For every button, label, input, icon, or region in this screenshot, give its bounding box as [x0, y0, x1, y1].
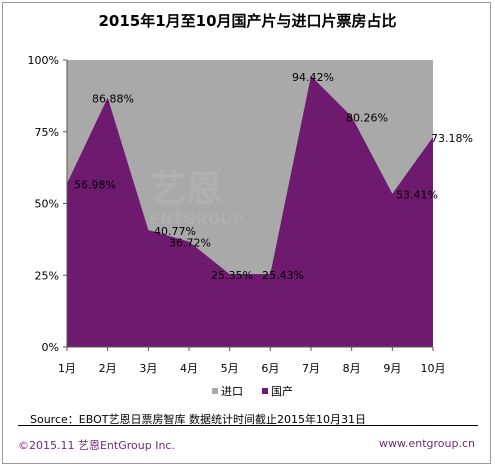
data-label: 94.42%	[292, 71, 334, 84]
x-tick-label: 8月	[343, 362, 361, 375]
legend-swatch	[212, 388, 218, 394]
data-label: 40.77%	[154, 225, 196, 238]
footer-copyright: ©2015.11 艺恩EntGroup Inc.	[18, 439, 175, 452]
x-axis: 1月 2月 3月 4月 5月 6月 7月 8月 9月 10月	[58, 346, 446, 375]
data-label: 36.72%	[169, 237, 211, 250]
x-tick-label: 10月	[421, 362, 446, 375]
divider	[18, 425, 478, 426]
data-labels: 56.98% 86.88% 40.77%36.72% 25.35% 25.43% 94.4…	[74, 71, 473, 282]
y-tick-label: 100%	[28, 54, 59, 67]
legend-swatch	[262, 388, 268, 394]
y-tick-label: 25%	[35, 269, 59, 282]
data-label: 80.26%	[346, 112, 388, 125]
x-tick-label: 6月	[261, 362, 279, 375]
data-label: 56.98%	[74, 178, 116, 191]
y-axis: 0% 25% 50% 75% 100%	[28, 54, 68, 354]
footer-url: www.entgroup.cn	[379, 437, 475, 450]
source-note: Source：EBOT艺恩日票房智库 数据统计时间截止2015年10月31日	[30, 413, 366, 426]
x-tick-label: 5月	[221, 362, 239, 375]
legend-label: 进口	[221, 385, 243, 398]
plot-area	[67, 60, 433, 348]
y-tick-label: 0%	[42, 341, 59, 354]
data-label: 25.43%	[262, 269, 304, 282]
y-tick-label: 75%	[35, 126, 59, 139]
series-area-domestic	[67, 76, 433, 348]
data-label: 53.41%	[396, 189, 438, 202]
x-tick-label: 7月	[302, 362, 320, 375]
chart-title: 2015年1月至10月国产片与进口片票房占比	[98, 12, 397, 30]
legend-label: 国产	[271, 384, 293, 398]
data-label: 86.88%	[92, 93, 134, 106]
x-tick-label: 3月	[139, 362, 157, 375]
data-label: 73.18%	[431, 132, 473, 145]
x-tick-label: 9月	[383, 362, 401, 375]
x-tick-label: 2月	[99, 362, 117, 375]
x-tick-label: 4月	[180, 362, 198, 375]
data-label: 25.35%	[211, 269, 253, 282]
y-tick-label: 50%	[35, 198, 59, 211]
x-tick-label: 1月	[58, 362, 76, 375]
legend: 进口 国产	[212, 384, 293, 398]
